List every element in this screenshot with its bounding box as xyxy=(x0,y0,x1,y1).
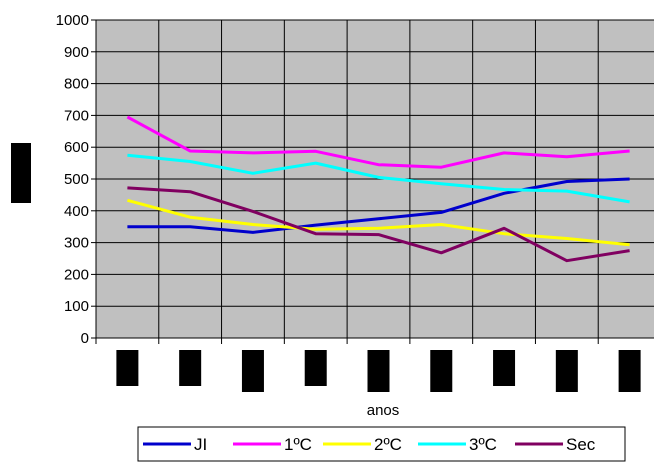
legend-label: Sec xyxy=(566,435,596,454)
y-tick-label: 600 xyxy=(64,139,89,156)
x-axis xyxy=(95,337,654,392)
y-tick-label: 500 xyxy=(64,171,89,188)
x-category-label-block xyxy=(430,350,453,392)
x-category-label-block xyxy=(555,350,578,392)
legend-label: 2ºC xyxy=(374,435,402,454)
x-axis-label: anos xyxy=(367,402,400,419)
series-line-Sec xyxy=(127,186,630,263)
y-tick-label: 200 xyxy=(64,266,89,283)
legend-label: 3ºC xyxy=(469,435,497,454)
y-tick-label: 100 xyxy=(64,298,89,315)
legend-label: JI xyxy=(194,435,207,454)
series-lines xyxy=(126,115,630,263)
y-axis-label-block xyxy=(11,143,31,203)
y-tick-label: 800 xyxy=(64,76,89,93)
x-category-label-block xyxy=(241,350,264,392)
y-tick-label: 1000 xyxy=(56,12,89,29)
y-tick-label: 400 xyxy=(64,203,89,220)
x-category-label-block xyxy=(116,350,139,386)
x-category-label-block xyxy=(304,350,327,386)
series-line-JI xyxy=(127,177,630,234)
y-tick-label: 0 xyxy=(81,330,89,347)
y-tick-label: 700 xyxy=(64,107,89,124)
x-category-label-block xyxy=(493,350,516,386)
x-category-label-block xyxy=(367,350,390,392)
x-category-label-block xyxy=(618,350,641,392)
y-tick-label: 300 xyxy=(64,235,89,252)
x-category-label-block xyxy=(179,350,202,386)
legend: JI 1ºC 2ºC 3ºC Sec xyxy=(137,426,626,462)
series-line-1ºC xyxy=(126,115,630,169)
y-tick-label: 900 xyxy=(64,44,89,61)
series-line-3ºC xyxy=(127,153,630,204)
series-line-2ºC xyxy=(127,198,630,247)
grid-lines xyxy=(96,19,654,338)
legend-label: 1ºC xyxy=(284,435,312,454)
y-axis: 0 100 200 300 400 500 600 700 800 900 1000 xyxy=(56,12,97,347)
